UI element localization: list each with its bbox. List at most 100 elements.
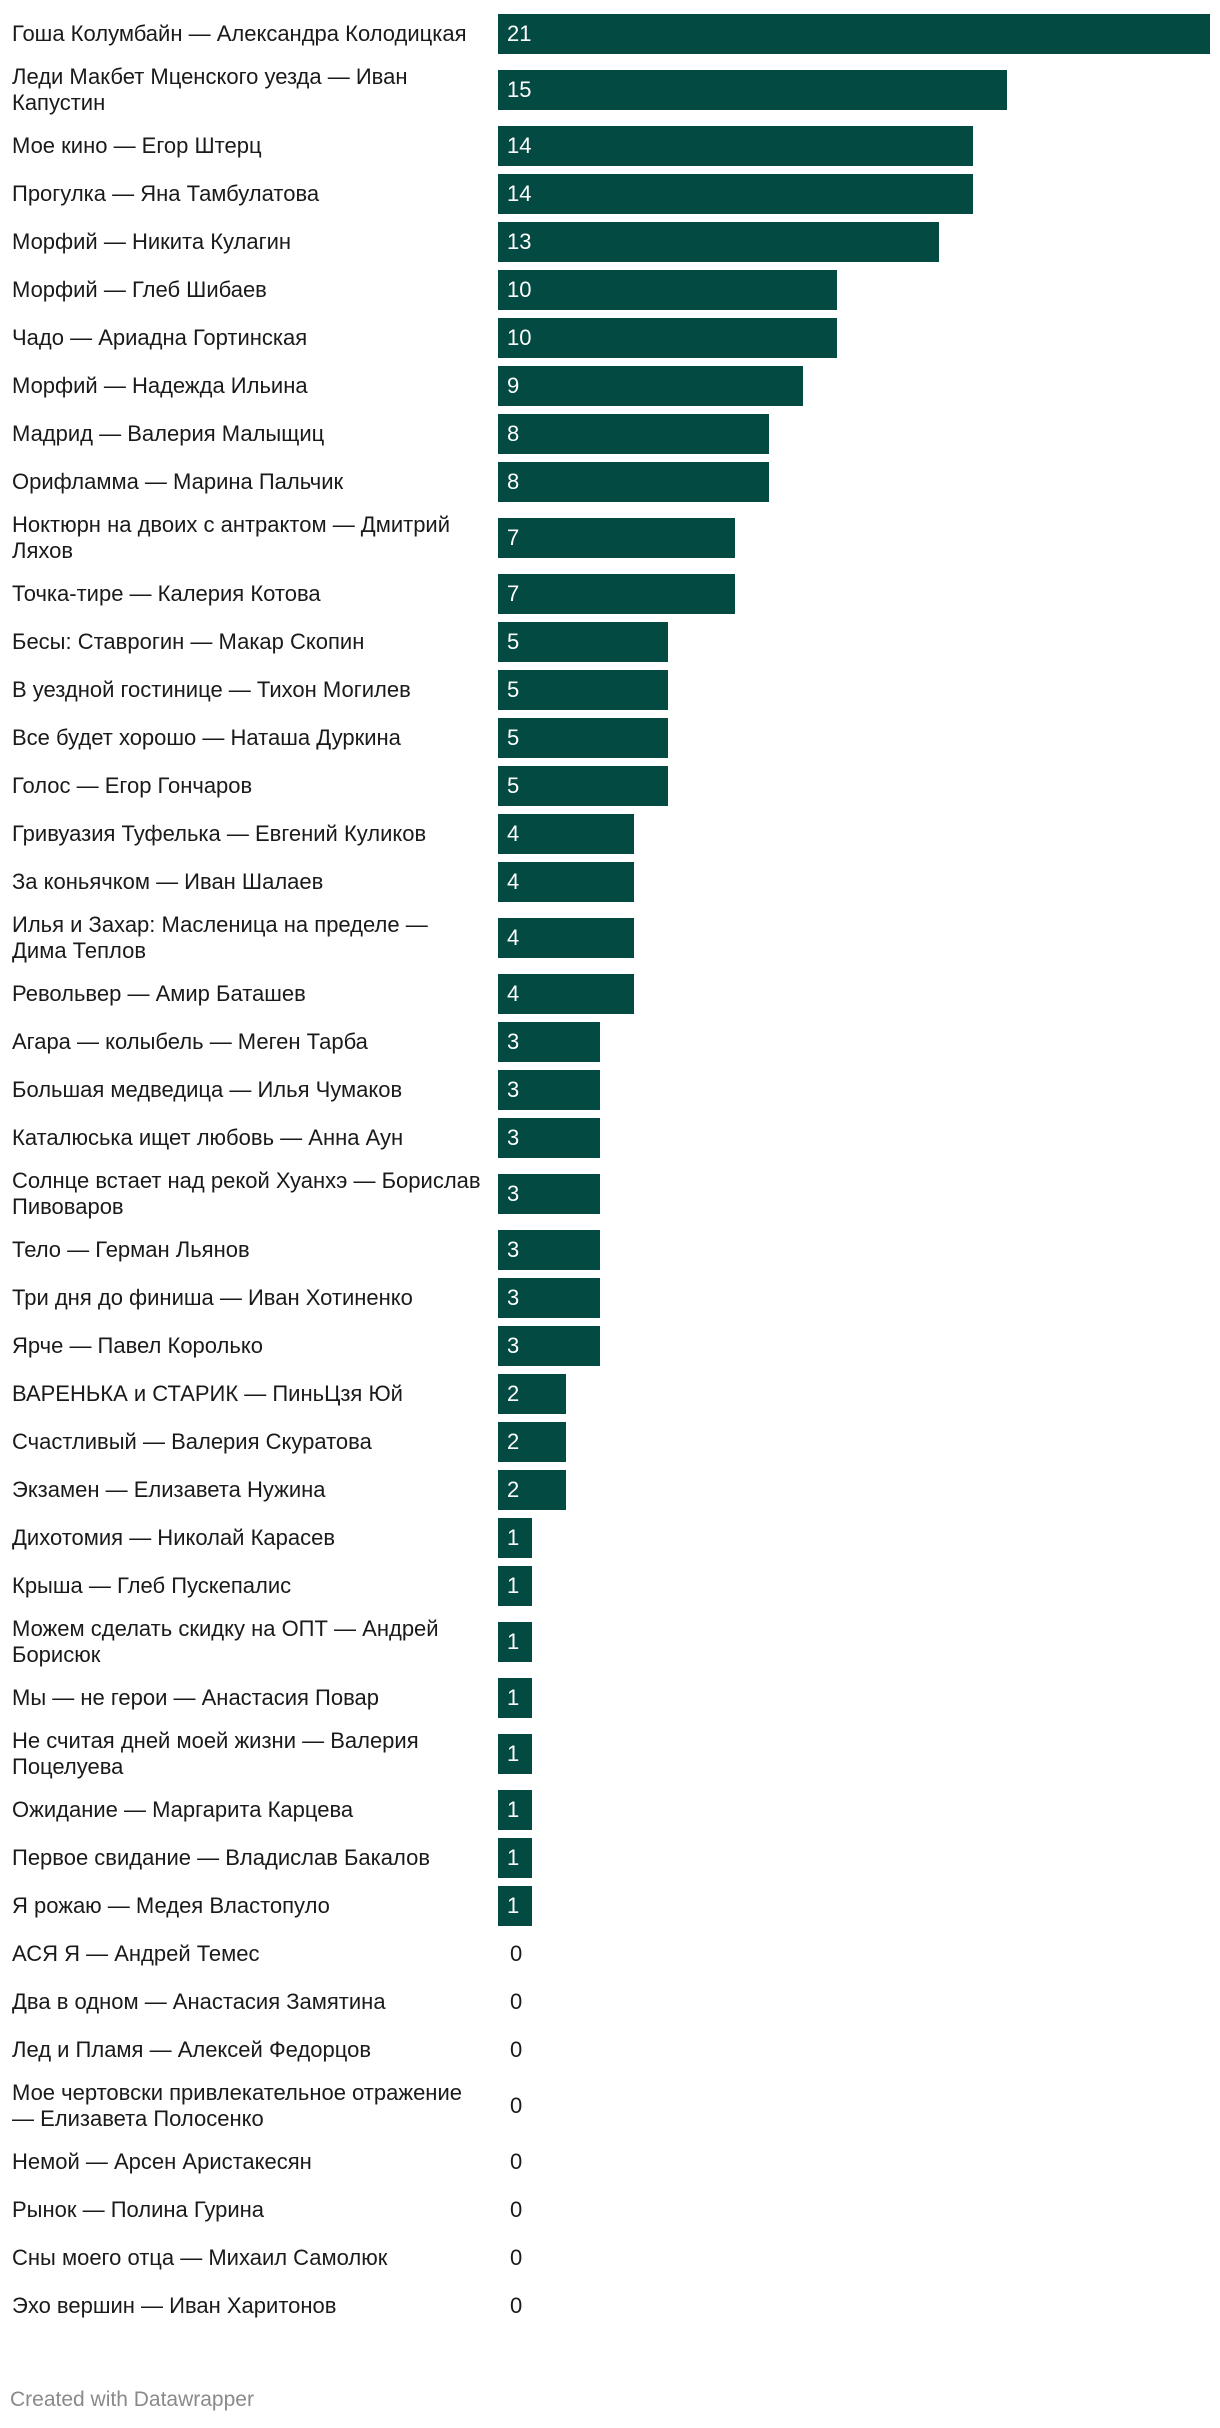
bar[interactable]	[498, 174, 973, 214]
category-label: Точка-тире — Калерия Котова	[12, 581, 321, 606]
category-label: Большая медведица — Илья Чумаков	[12, 1077, 403, 1102]
chart-row: Гоша Колумбайн — Александра Колодицкая 21	[0, 14, 1220, 62]
bar[interactable]	[498, 1838, 532, 1878]
value-label: 3	[507, 1125, 520, 1150]
chart-row: АСЯ Я — Андрей Темес 0	[0, 1934, 1220, 1982]
chart-row: Морфий — Надежда Ильина 9	[0, 366, 1220, 414]
bar[interactable]	[498, 1566, 532, 1606]
value-label: 0	[510, 2093, 523, 2118]
bar[interactable]	[498, 1278, 600, 1318]
category-label: Дихотомия — Николай Карасев	[12, 1525, 336, 1550]
category-label: Крыша — Глеб Пускепалис	[12, 1573, 292, 1598]
category-label: Леди Макбет Мценского уезда — Иван Капус…	[12, 64, 408, 115]
chart-row: Первое свидание — Владислав Бакалов 1	[0, 1838, 1220, 1886]
value-label: 3	[507, 1333, 520, 1358]
category-label: Мое кино — Егор Штерц	[12, 133, 262, 158]
category-label: Ожидание — Маргарита Карцева	[12, 1797, 354, 1822]
bar[interactable]	[498, 1518, 532, 1558]
value-label: 1	[507, 1741, 520, 1766]
bar[interactable]	[498, 1118, 600, 1158]
chart-row: Прогулка — Яна Тамбулатова 14	[0, 174, 1220, 222]
chart-row: Я рожаю — Медея Властопуло 1	[0, 1886, 1220, 1934]
bar[interactable]	[498, 1470, 566, 1510]
bar[interactable]	[498, 574, 736, 614]
bar[interactable]	[498, 14, 1210, 54]
category-label: Рынок — Полина Гурина	[12, 2197, 265, 2222]
bar[interactable]	[498, 670, 668, 710]
category-label: Два в одном — Анастасия Замятина	[12, 1989, 386, 2014]
category-label: Три дня до финиша — Иван Хотиненко	[12, 1285, 413, 1310]
bar[interactable]	[498, 814, 634, 854]
value-label: 0	[510, 2197, 523, 2222]
chart-row: Мы — не герои — Анастасия Повар 1	[0, 1678, 1220, 1726]
bar[interactable]	[498, 1422, 566, 1462]
chart-row: Точка-тире — Калерия Котова 7	[0, 574, 1220, 622]
chart-row: За коньячком — Иван Шалаев 4	[0, 862, 1220, 910]
category-label: В уездной гостинице — Тихон Могилев	[12, 677, 411, 702]
bar[interactable]	[498, 622, 668, 662]
bar[interactable]	[498, 1326, 600, 1366]
bar[interactable]	[498, 414, 770, 454]
bar[interactable]	[498, 1678, 532, 1718]
category-label: Я рожаю — Медея Властопуло	[12, 1893, 330, 1918]
bar[interactable]	[498, 974, 634, 1014]
value-label: 1	[507, 1797, 520, 1822]
bar[interactable]	[498, 518, 736, 558]
value-label: 1	[507, 1629, 520, 1654]
bar[interactable]	[498, 766, 668, 806]
category-label: Первое свидание — Владислав Бакалов	[12, 1845, 431, 1870]
footer-credit[interactable]: Created with Datawrapper	[10, 2388, 254, 2411]
bar[interactable]	[498, 1886, 532, 1926]
bar[interactable]	[498, 270, 838, 310]
bar[interactable]	[498, 1734, 532, 1774]
bar[interactable]	[498, 1022, 600, 1062]
chart-row: Счастливый — Валерия Скуратова 2	[0, 1422, 1220, 1470]
value-label: 10	[507, 325, 532, 350]
chart-row: Эхо вершин — Иван Харитонов 0	[0, 2286, 1220, 2334]
bar[interactable]	[498, 1374, 566, 1414]
bar[interactable]	[498, 1174, 600, 1214]
bar[interactable]	[498, 318, 838, 358]
value-label: 1	[507, 1893, 520, 1918]
category-label: Бесы: Ставрогин — Макар Скопин	[12, 629, 365, 654]
bar[interactable]	[498, 462, 770, 502]
chart-row: Каталюська ищет любовь — Анна Аун 3	[0, 1118, 1220, 1166]
bar[interactable]	[498, 366, 804, 406]
bar[interactable]	[498, 222, 939, 262]
bar[interactable]	[498, 1070, 600, 1110]
value-label: 1	[507, 1573, 520, 1598]
chart-row: Большая медведица — Илья Чумаков 3	[0, 1070, 1220, 1118]
category-label: Револьвер — Амир Баташев	[12, 981, 306, 1006]
chart-row: Солнце встает над рекой Хуанхэ — Борисла…	[0, 1166, 1220, 1230]
category-label: АСЯ Я — Андрей Темес	[12, 1941, 260, 1966]
chart-row: Не считая дней моей жизни — Валерия Поце…	[0, 1726, 1220, 1790]
chart-row: Все будет хорошо — Наташа Дуркина 5	[0, 718, 1220, 766]
chart-row: Леди Макбет Мценского уезда — Иван Капус…	[0, 62, 1220, 126]
category-label: Агара — колыбель — Меген Тарба	[12, 1029, 368, 1054]
category-label: Счастливый — Валерия Скуратова	[12, 1429, 372, 1454]
chart-row: Ожидание — Маргарита Карцева 1	[0, 1790, 1220, 1838]
chart-row: Чадо — Ариадна Гортинская 10	[0, 318, 1220, 366]
value-label: 4	[507, 869, 520, 894]
chart-row: Немой — Арсен Аристакесян 0	[0, 2142, 1220, 2190]
value-label: 0	[510, 1941, 523, 1966]
value-label: 3	[507, 1181, 520, 1206]
category-label: Морфий — Глеб Шибаев	[12, 277, 267, 302]
bar[interactable]	[498, 126, 973, 166]
value-label: 4	[507, 821, 520, 846]
bar[interactable]	[498, 70, 1007, 110]
value-label: 14	[507, 181, 532, 206]
value-label: 4	[507, 925, 520, 950]
category-label: Немой — Арсен Аристакесян	[12, 2149, 312, 2174]
chart-row: Два в одном — Анастасия Замятина 0	[0, 1982, 1220, 2030]
bar[interactable]	[498, 918, 634, 958]
bar[interactable]	[498, 1622, 532, 1662]
value-label: 0	[510, 2149, 523, 2174]
bar[interactable]	[498, 862, 634, 902]
bar[interactable]	[498, 718, 668, 758]
value-label: 5	[507, 725, 520, 750]
category-label: Гоша Колумбайн — Александра Колодицкая	[12, 21, 467, 46]
bar[interactable]	[498, 1230, 600, 1270]
bar[interactable]	[498, 1790, 532, 1830]
chart-row: Экзамен — Елизавета Нужина 2	[0, 1470, 1220, 1518]
